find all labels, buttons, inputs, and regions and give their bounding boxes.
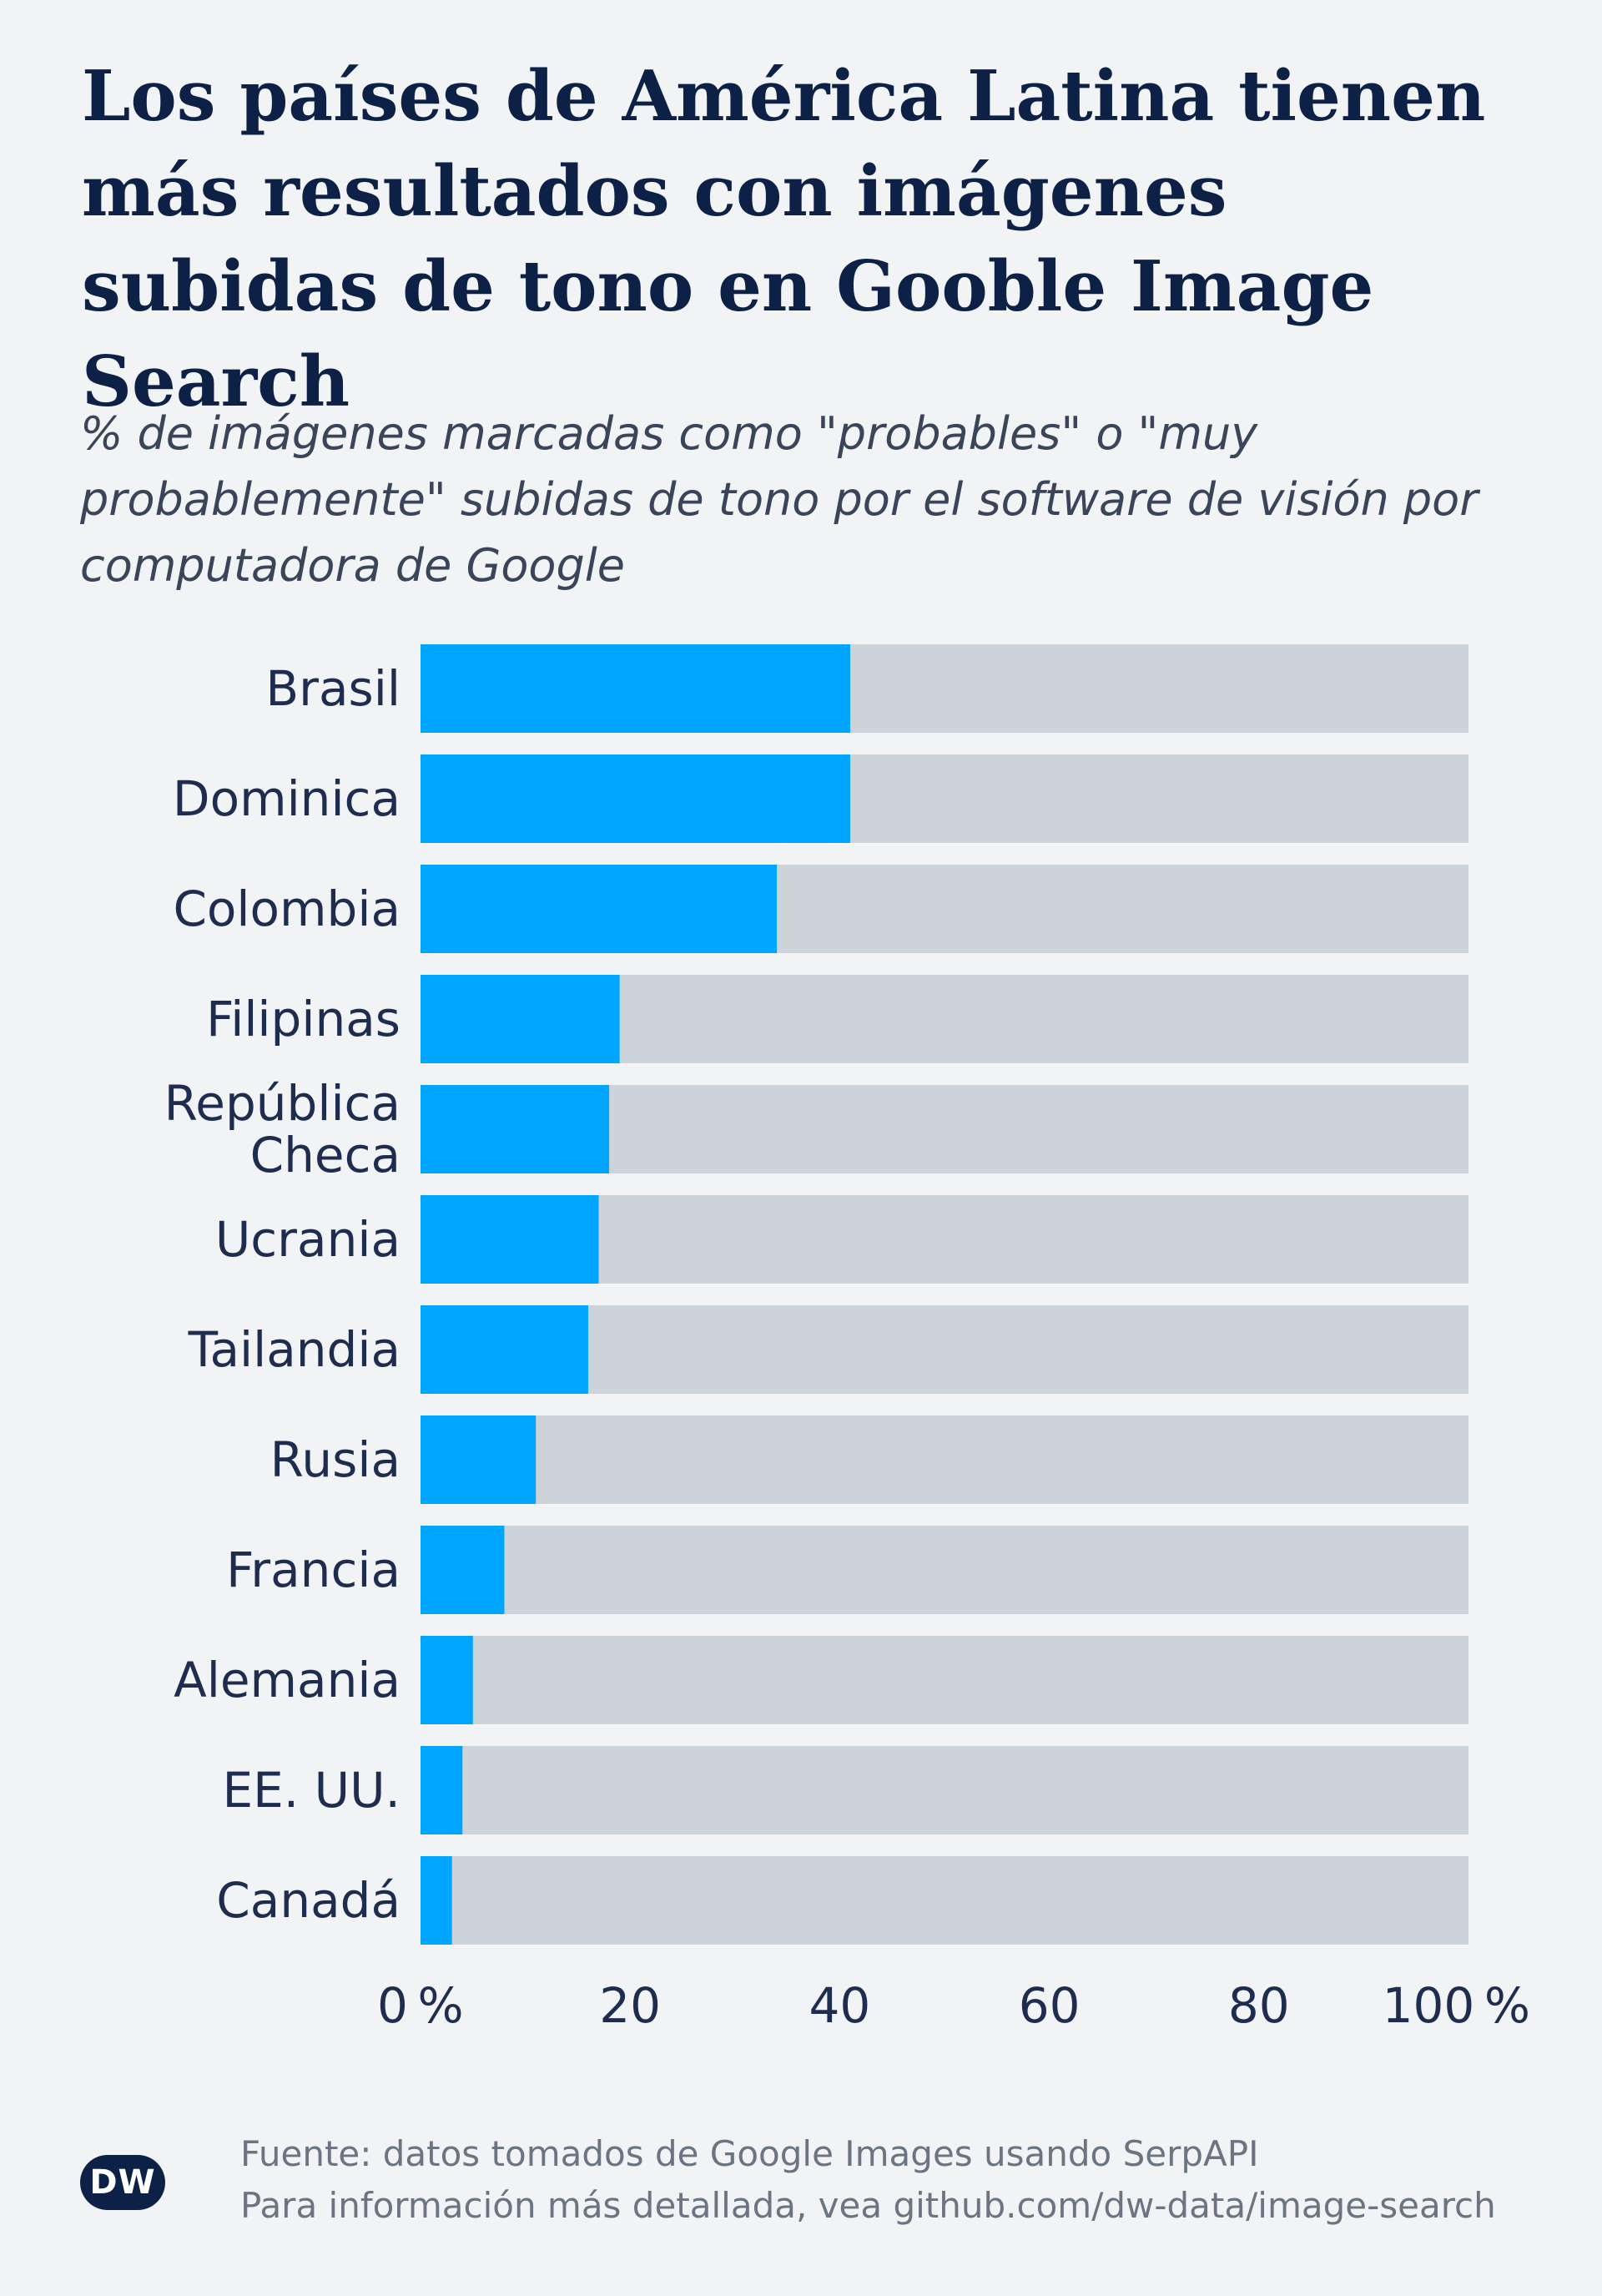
source-line-2: Para información más detallada, vea gith… — [240, 2185, 1496, 2226]
bar-ee-uu- — [421, 1746, 463, 1834]
category-label-república-checa: República Checa — [164, 1075, 400, 1183]
x-tick-label-20: 20 — [599, 1977, 661, 2034]
category-label-rusia: Rusia — [270, 1431, 400, 1488]
dw-logo: DW — [80, 2155, 165, 2210]
bar-república-checa — [421, 1085, 610, 1173]
bar-canadá — [421, 1856, 452, 1945]
x-tick-label-0: 0 % — [377, 1977, 464, 2034]
x-tick-label-100: 100 % — [1383, 1977, 1530, 2034]
bar-track-ee-uu- — [421, 1746, 1468, 1834]
category-label-filipinas: Filipinas — [206, 991, 400, 1047]
category-label-brasil: Brasil — [265, 660, 400, 717]
category-label-colombia: Colombia — [173, 881, 400, 937]
chart-subtitle: % de imágenes marcadas como "probables" … — [80, 407, 1479, 592]
category-label-francia: Francia — [226, 1542, 400, 1598]
category-label-tailandia: Tailandia — [188, 1321, 400, 1378]
bar-filipinas — [421, 975, 620, 1063]
category-label-ucrania: Ucrania — [215, 1211, 400, 1268]
bar-dominica — [421, 754, 850, 843]
bar-track-francia — [421, 1526, 1468, 1614]
bar-colombia — [421, 865, 778, 953]
bar-rusia — [421, 1415, 537, 1504]
x-tick-label-80: 80 — [1228, 1977, 1290, 2034]
x-tick-label-40: 40 — [809, 1977, 870, 2034]
bar-ucrania — [421, 1195, 599, 1284]
bar-track-tailandia — [421, 1305, 1468, 1394]
bar-brasil — [421, 644, 850, 733]
bar-track-alemania — [421, 1636, 1468, 1724]
chart-title: Los países de América Latina tienen más … — [82, 55, 1486, 422]
bar-francia — [421, 1526, 505, 1614]
footer: DW Fuente: datos tomados de Google Image… — [80, 2128, 1532, 2237]
category-label-alemania: Alemania — [174, 1652, 400, 1708]
source-note: Fuente: datos tomados de Google Images u… — [240, 2128, 1496, 2232]
source-line-1: Fuente: datos tomados de Google Images u… — [240, 2133, 1259, 2174]
category-label-canadá: Canadá — [216, 1872, 400, 1929]
bar-tailandia — [421, 1305, 588, 1394]
bar-alemania — [421, 1636, 473, 1724]
category-label-ee-uu-: EE. UU. — [222, 1762, 400, 1819]
x-tick-label-60: 60 — [1019, 1977, 1081, 2034]
bar-chart: Brasil Dominica Colombia Filipinas República… — [164, 644, 1530, 2034]
bar-track-canadá — [421, 1856, 1468, 1945]
bar-track-rusia — [421, 1415, 1468, 1504]
category-label-dominica: Dominica — [173, 770, 400, 827]
